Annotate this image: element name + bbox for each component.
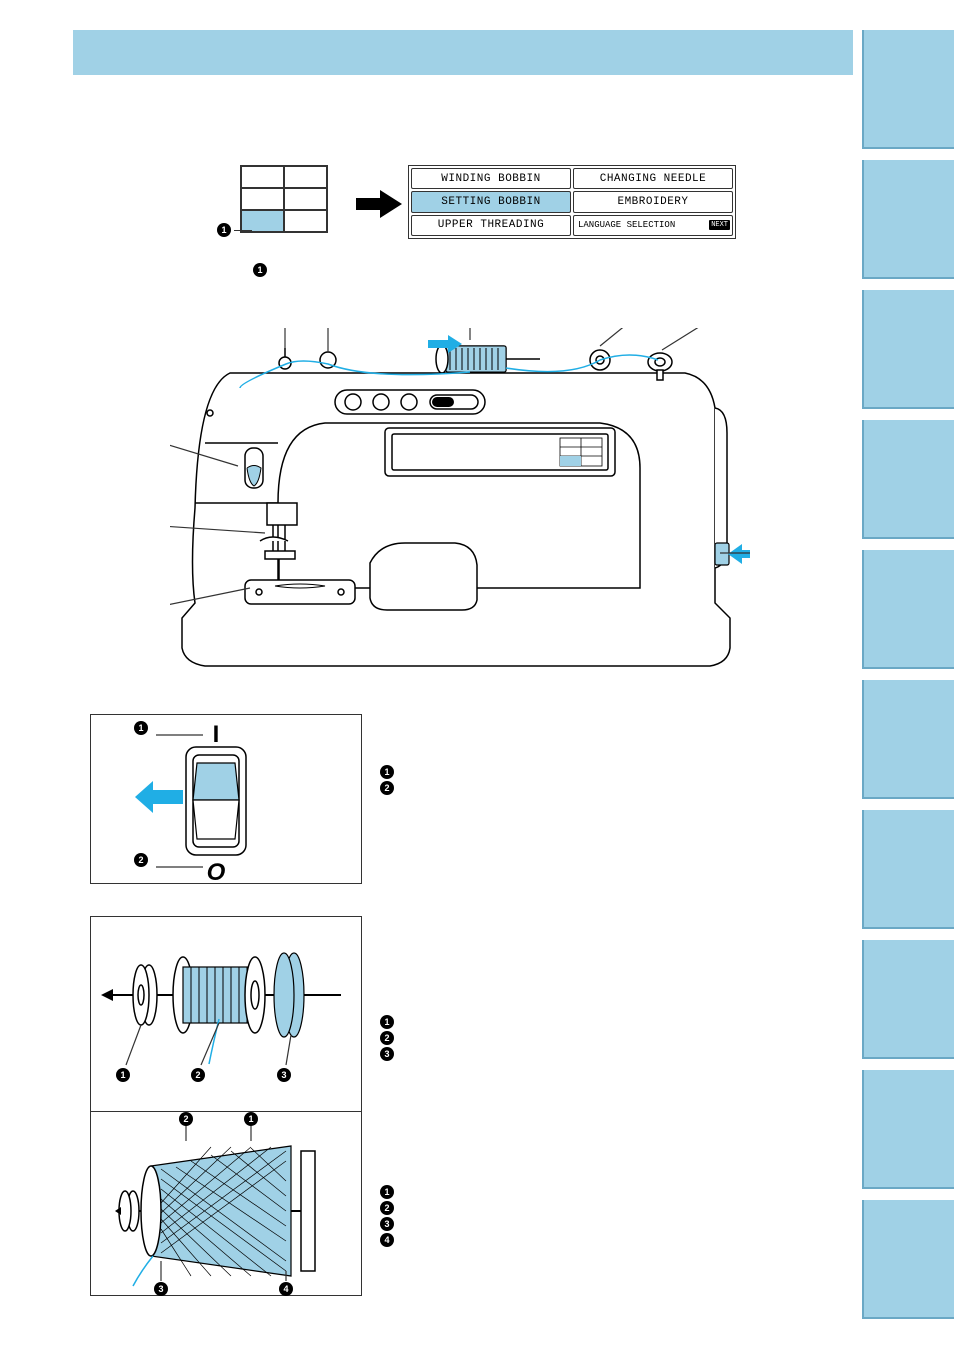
side-tabs bbox=[862, 30, 954, 1319]
side-tab bbox=[862, 290, 954, 409]
side-tab bbox=[862, 940, 954, 1059]
side-tab bbox=[862, 1070, 954, 1189]
svg-text:4: 4 bbox=[283, 1284, 288, 1294]
right-arrow-icon bbox=[356, 190, 402, 218]
callout-number: 1 bbox=[138, 723, 143, 733]
side-tab bbox=[862, 420, 954, 539]
power-switch-figure: I O 1 2 bbox=[90, 714, 362, 884]
callout-number: 2 bbox=[138, 855, 143, 865]
guide-cell bbox=[241, 166, 284, 188]
guide-table bbox=[240, 165, 328, 233]
guide-cell bbox=[284, 188, 327, 210]
side-tab bbox=[862, 550, 954, 669]
callout-number-icon: 3 bbox=[380, 1217, 394, 1231]
guide-cell bbox=[284, 166, 327, 188]
side-tab bbox=[862, 1200, 954, 1319]
svg-text:3: 3 bbox=[158, 1284, 163, 1294]
lcd-menu-panel: WINDING BOBBIN CHANGING NEEDLE SETTING B… bbox=[408, 165, 736, 239]
callout-number-icon: 1 bbox=[217, 223, 231, 237]
figure-divider bbox=[91, 1111, 361, 1112]
svg-text:O: O bbox=[207, 859, 226, 885]
switch-legend: 1 2 bbox=[380, 765, 394, 795]
svg-text:1: 1 bbox=[248, 1114, 253, 1124]
spool-figures: 1 2 3 bbox=[90, 916, 362, 1296]
menu-upper-threading[interactable]: UPPER THREADING bbox=[411, 215, 571, 236]
side-tab bbox=[862, 160, 954, 279]
svg-text:2: 2 bbox=[195, 1070, 200, 1080]
menu-setting-bobbin[interactable]: SETTING BOBBIN bbox=[411, 191, 571, 212]
callout-number-icon: 2 bbox=[380, 781, 394, 795]
next-badge[interactable]: NEXT bbox=[709, 220, 730, 230]
side-tab bbox=[862, 680, 954, 799]
callout-number-icon: 1 bbox=[253, 263, 267, 277]
svg-text:1: 1 bbox=[120, 1070, 125, 1080]
below-callout-1: 1 bbox=[253, 260, 267, 278]
menu-label: CHANGING NEEDLE bbox=[600, 173, 707, 185]
svg-text:2: 2 bbox=[183, 1114, 188, 1124]
menu-winding-bobbin[interactable]: WINDING BOBBIN bbox=[411, 168, 571, 189]
menu-changing-needle[interactable]: CHANGING NEEDLE bbox=[573, 168, 733, 189]
callout-number-icon: 1 bbox=[380, 1015, 394, 1029]
callout-number-icon: 1 bbox=[380, 1185, 394, 1199]
header-bar bbox=[73, 30, 853, 75]
callout-line bbox=[234, 230, 252, 231]
callout-number-icon: 2 bbox=[380, 1031, 394, 1045]
spool-top-legend: 1 2 3 bbox=[380, 1015, 394, 1061]
svg-text:3: 3 bbox=[281, 1070, 286, 1080]
guide-cell bbox=[241, 188, 284, 210]
menu-label: SETTING BOBBIN bbox=[441, 196, 540, 208]
sewing-machine-diagram bbox=[170, 328, 750, 688]
spool-bottom-legend: 1 2 3 4 bbox=[380, 1185, 394, 1247]
side-tab bbox=[862, 30, 954, 149]
side-tab bbox=[862, 810, 954, 929]
callout-number-icon: 4 bbox=[380, 1233, 394, 1247]
menu-embroidery[interactable]: EMBROIDERY bbox=[573, 191, 733, 212]
guide-cell bbox=[284, 210, 327, 232]
menu-label: LANGUAGE SELECTION bbox=[578, 220, 675, 230]
callout-number-icon: 2 bbox=[380, 1201, 394, 1215]
menu-label: UPPER THREADING bbox=[438, 219, 545, 231]
guide-callout-1: 1 bbox=[217, 223, 252, 237]
menu-label: WINDING BOBBIN bbox=[441, 173, 540, 185]
callout-number-icon: 3 bbox=[380, 1047, 394, 1061]
menu-language-selection[interactable]: LANGUAGE SELECTION NEXT bbox=[573, 215, 733, 236]
svg-text:I: I bbox=[213, 721, 220, 748]
menu-label: EMBROIDERY bbox=[617, 196, 688, 208]
callout-number-icon: 1 bbox=[380, 765, 394, 779]
